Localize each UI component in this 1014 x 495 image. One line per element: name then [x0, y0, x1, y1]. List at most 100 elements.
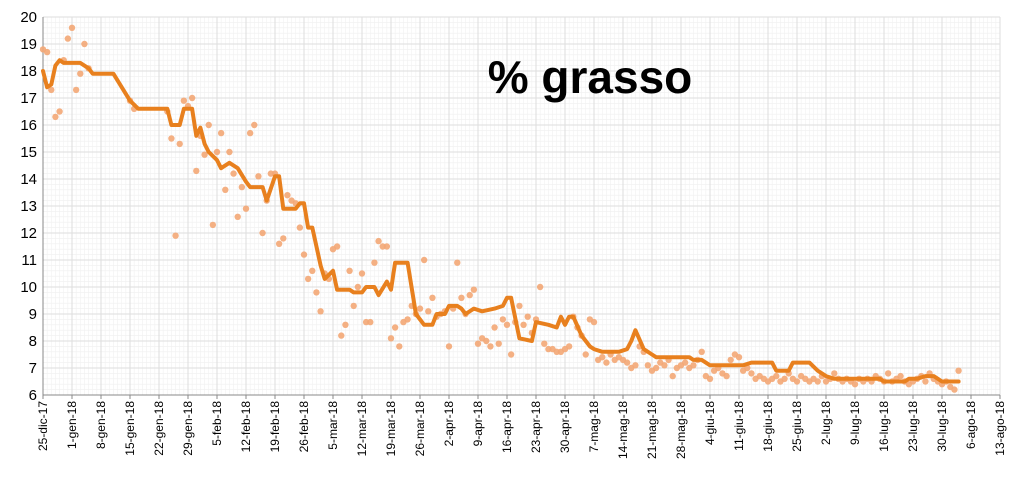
data-point	[669, 372, 676, 380]
y-tick-label: 14	[20, 171, 37, 188]
data-point	[897, 372, 904, 380]
data-point	[367, 318, 374, 326]
x-tick-label: 26-mar-18	[413, 401, 427, 457]
axes	[42, 17, 1000, 396]
data-point	[338, 332, 345, 339]
data-point	[375, 237, 382, 245]
data-point	[520, 321, 527, 328]
data-point	[180, 97, 188, 104]
data-point	[371, 259, 378, 266]
data-point	[507, 351, 515, 358]
data-point	[176, 140, 183, 148]
data-point	[242, 205, 250, 212]
data-point	[217, 129, 225, 137]
data-point	[458, 294, 465, 301]
data-point	[922, 378, 929, 385]
data-point	[632, 362, 639, 369]
data-point	[342, 321, 349, 328]
y-tick-label: 17	[20, 90, 37, 107]
data-point	[251, 121, 258, 129]
data-point	[391, 324, 399, 331]
data-point	[56, 108, 63, 115]
x-tick-label: 6-ago-18	[964, 401, 978, 449]
x-tick-label: 25-dic-17	[36, 401, 50, 451]
x-tick-label: 14-mag-18	[616, 401, 630, 459]
data-point	[213, 148, 221, 156]
data-point	[396, 343, 403, 350]
y-tick-label: 8	[29, 333, 37, 350]
data-point	[644, 362, 652, 369]
data-point	[226, 148, 233, 156]
x-tick-label: 30-apr-18	[558, 401, 572, 453]
data-point	[603, 359, 610, 366]
trend-line	[41, 58, 961, 384]
data-point	[280, 235, 287, 242]
data-point	[499, 316, 507, 323]
data-point	[275, 240, 283, 247]
data-point	[300, 251, 308, 258]
data-point	[72, 86, 80, 94]
data-point	[43, 48, 51, 56]
data-point	[284, 192, 291, 199]
data-point	[599, 354, 606, 361]
x-tick-label: 12-mar-18	[355, 401, 369, 457]
data-point	[495, 340, 502, 347]
data-point	[193, 167, 200, 175]
data-point	[68, 24, 76, 31]
x-tick-label: 2-apr-18	[442, 401, 456, 447]
data-point	[951, 386, 958, 393]
data-point	[383, 243, 391, 250]
data-point	[487, 343, 494, 350]
data-point	[209, 221, 217, 229]
y-axis-ticks: 6 7 8 9 10 11 12 13 14 15 16 17 18 19 20	[20, 9, 37, 404]
data-point	[831, 370, 838, 377]
data-point	[77, 70, 84, 77]
y-tick-label: 9	[29, 306, 37, 323]
data-point	[491, 324, 498, 331]
x-tick-label: 5-mar-18	[326, 401, 340, 450]
data-point	[309, 267, 316, 274]
data-point	[955, 367, 962, 374]
data-point	[851, 381, 859, 388]
grid	[42, 16, 1001, 396]
x-tick-label: 7-mag-18	[587, 401, 601, 453]
x-tick-label: 26-feb-18	[297, 401, 311, 453]
data-point	[582, 351, 589, 358]
x-tick-label: 13-ago-18	[993, 401, 1007, 456]
x-tick-label: 23-apr-18	[529, 401, 543, 453]
y-tick-label: 18	[20, 63, 37, 80]
x-tick-label: 11-giu-18	[732, 401, 746, 451]
x-tick-label: 9-apr-18	[471, 401, 485, 447]
y-tick-label: 10	[20, 279, 37, 296]
data-point	[541, 340, 548, 347]
data-point	[623, 359, 631, 366]
x-tick-label: 22-gen-18	[152, 401, 166, 456]
x-tick-label: 1-gen-18	[65, 401, 79, 449]
x-tick-label: 12-feb-18	[239, 401, 253, 453]
data-point	[661, 362, 668, 369]
data-point	[416, 305, 424, 312]
trend-line-path	[41, 58, 961, 384]
data-point	[454, 259, 461, 266]
data-point	[346, 267, 353, 274]
y-tick-label: 20	[20, 9, 37, 26]
data-point	[536, 283, 544, 291]
data-point	[188, 94, 196, 102]
data-point	[387, 335, 395, 342]
data-point	[238, 183, 246, 191]
data-point	[259, 229, 266, 237]
data-point	[773, 372, 780, 380]
data-point	[296, 224, 304, 231]
data-point	[201, 151, 208, 158]
data-point	[727, 356, 734, 364]
data-point	[698, 348, 705, 355]
data-point	[222, 186, 229, 193]
data-point	[445, 343, 453, 350]
data-point	[246, 129, 254, 137]
data-point	[524, 313, 531, 320]
data-point	[429, 294, 436, 301]
chart-title: % grasso	[488, 51, 693, 103]
data-point	[333, 243, 341, 250]
y-tick-label: 19	[20, 36, 37, 53]
data-point	[748, 370, 755, 377]
